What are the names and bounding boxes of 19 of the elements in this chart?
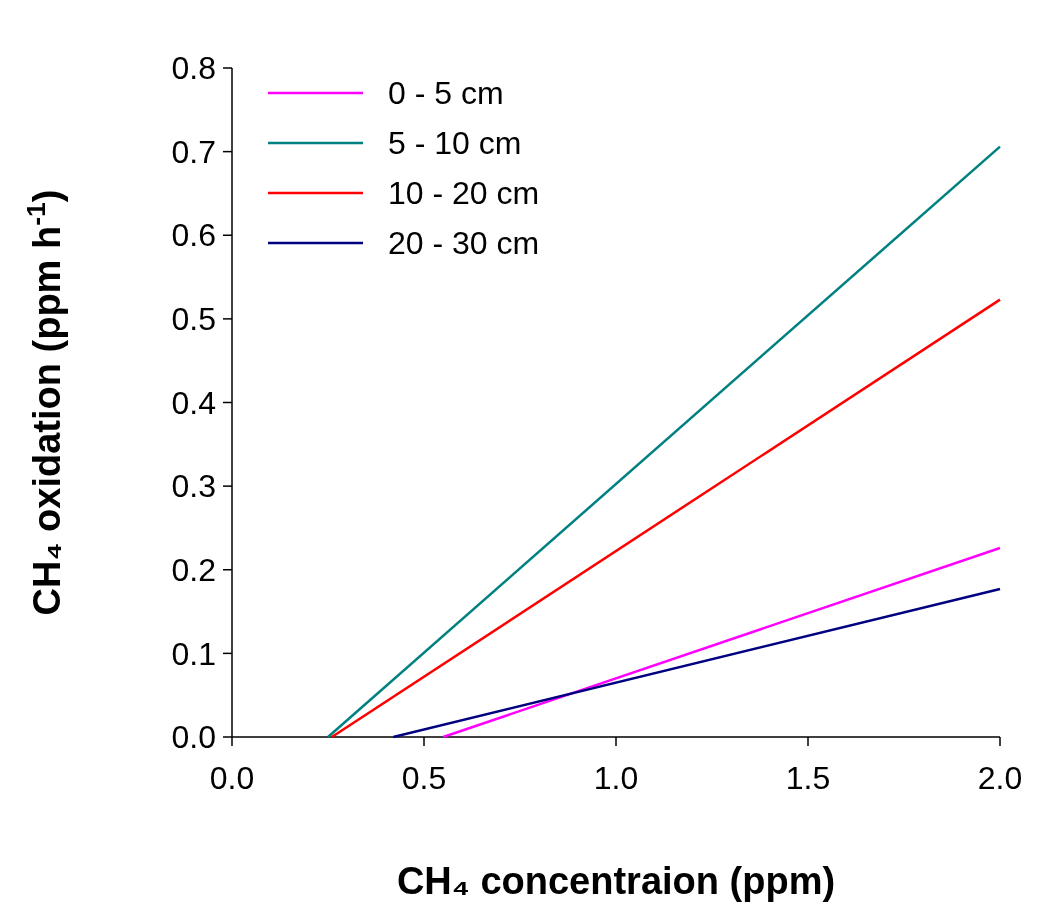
x-tick-label: 1.5 bbox=[785, 760, 831, 796]
legend-label: 0 - 5 cm bbox=[388, 75, 504, 112]
y-tick-label: 0.3 bbox=[171, 468, 216, 505]
y-tick-label: 0.8 bbox=[171, 50, 216, 87]
y-tick-label: 0.5 bbox=[171, 301, 216, 338]
y-tick-label: 0.0 bbox=[171, 719, 216, 756]
legend-label: 5 - 10 cm bbox=[388, 125, 522, 162]
x-tick-label: 0.5 bbox=[401, 760, 447, 796]
x-tick-label: 2.0 bbox=[977, 760, 1023, 796]
x-axis-title: CH₄ concentraion (ppm) bbox=[396, 860, 836, 902]
legend-label: 10 - 20 cm bbox=[388, 175, 540, 212]
y-tick-label: 0.7 bbox=[171, 133, 216, 170]
y-tick-label: 0.1 bbox=[171, 635, 216, 672]
y-tick-label: 0.2 bbox=[171, 551, 216, 588]
y-tick-label: 0.4 bbox=[171, 384, 216, 421]
x-tick-label: 0.0 bbox=[209, 760, 255, 796]
y-tick-label: 0.6 bbox=[171, 217, 216, 254]
legend-label: 20 - 30 cm bbox=[388, 225, 540, 262]
x-tick-label: 1.0 bbox=[593, 760, 639, 796]
